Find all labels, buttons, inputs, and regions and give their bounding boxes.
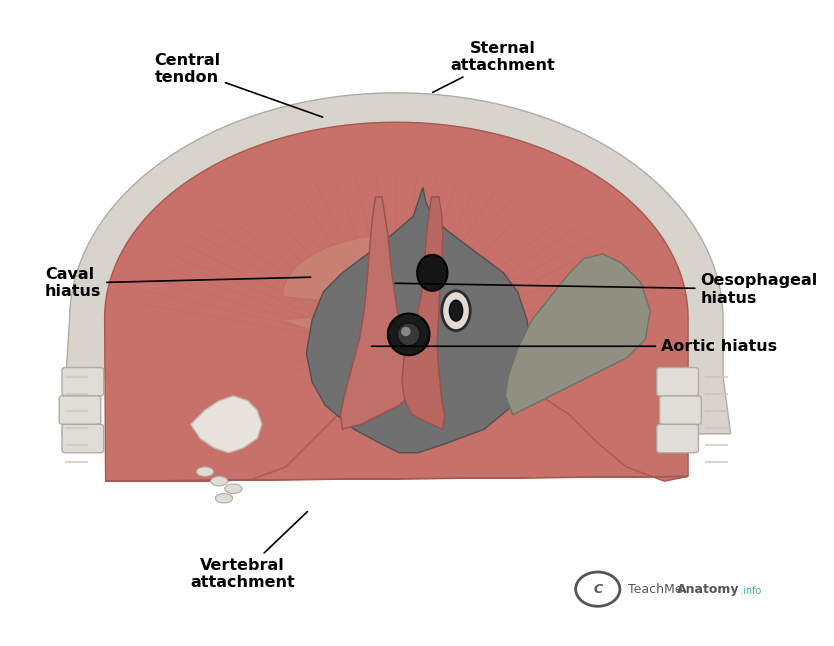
Text: C: C — [593, 583, 602, 596]
Circle shape — [388, 313, 430, 355]
Polygon shape — [62, 93, 731, 434]
Ellipse shape — [225, 484, 242, 494]
Polygon shape — [283, 235, 510, 337]
FancyBboxPatch shape — [657, 368, 699, 396]
Polygon shape — [191, 396, 262, 453]
Polygon shape — [402, 197, 445, 429]
Circle shape — [401, 327, 410, 337]
Ellipse shape — [211, 477, 228, 486]
Polygon shape — [505, 254, 651, 415]
Ellipse shape — [442, 291, 470, 331]
Text: Anatomy: Anatomy — [676, 583, 739, 596]
Text: Sternal
attachment: Sternal attachment — [433, 41, 555, 92]
Text: Caval
hiatus: Caval hiatus — [45, 267, 310, 300]
Text: Central
tendon: Central tendon — [154, 53, 323, 117]
Polygon shape — [104, 122, 688, 481]
Polygon shape — [340, 197, 410, 429]
FancyBboxPatch shape — [59, 396, 101, 424]
FancyBboxPatch shape — [62, 368, 103, 396]
Ellipse shape — [197, 467, 214, 477]
Text: .info: .info — [740, 586, 761, 596]
Ellipse shape — [417, 255, 448, 291]
Text: TeachMe: TeachMe — [628, 583, 682, 596]
Text: Aortic hiatus: Aortic hiatus — [371, 339, 777, 354]
Text: Oesophageal
hiatus: Oesophageal hiatus — [395, 273, 817, 306]
Circle shape — [397, 323, 420, 346]
Polygon shape — [306, 187, 532, 453]
FancyBboxPatch shape — [657, 424, 699, 453]
FancyBboxPatch shape — [660, 396, 701, 424]
Ellipse shape — [215, 494, 233, 503]
Text: Vertebral
attachment: Vertebral attachment — [190, 512, 308, 590]
Ellipse shape — [450, 300, 463, 321]
FancyBboxPatch shape — [62, 424, 103, 453]
